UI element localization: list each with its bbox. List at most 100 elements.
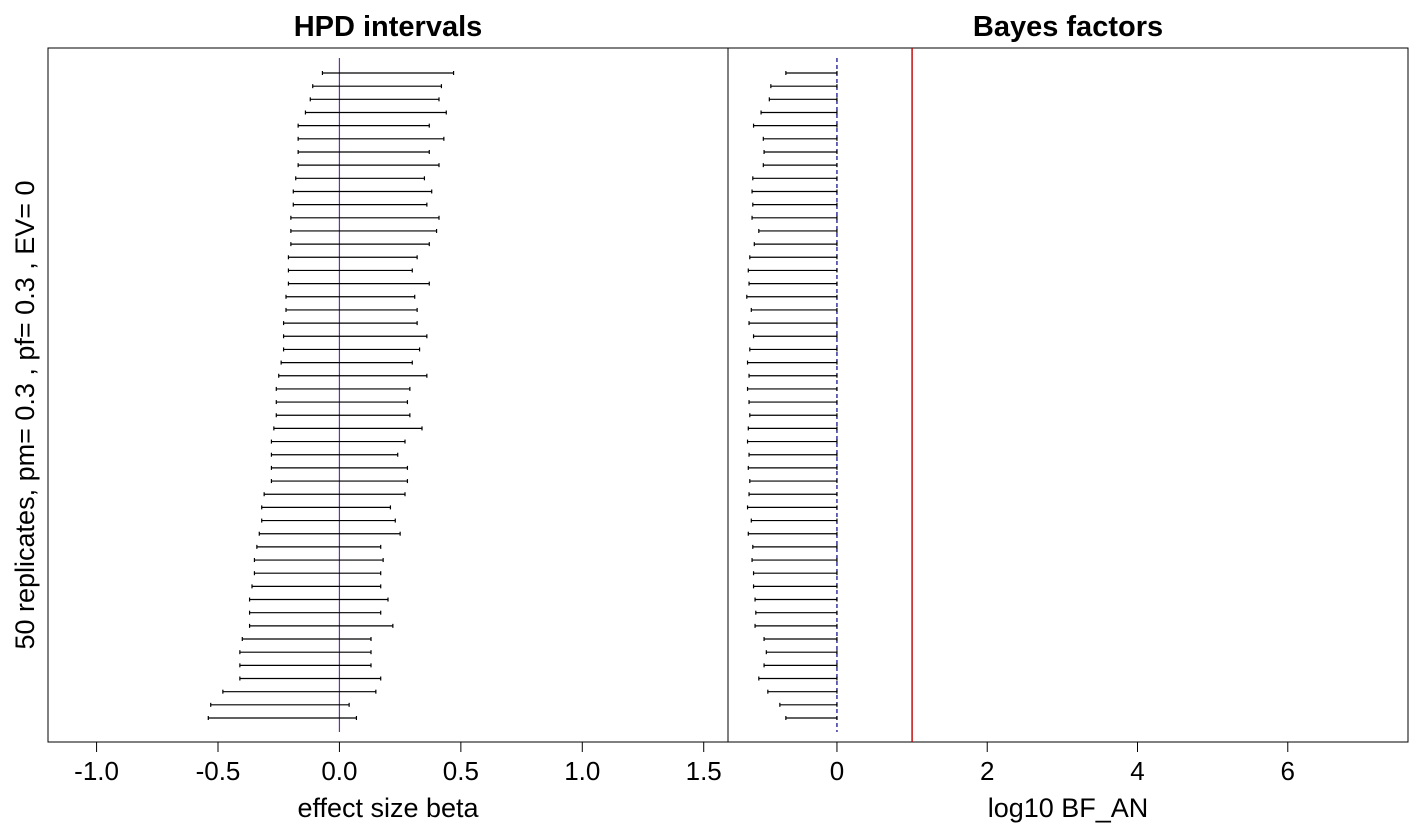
- interval-5: [297, 123, 430, 128]
- interval-28: [273, 426, 423, 431]
- interval-48: [222, 689, 377, 694]
- interval-43: [754, 623, 838, 628]
- interval-33: [748, 492, 838, 497]
- interval-4: [304, 110, 447, 115]
- interval-30: [270, 452, 399, 457]
- interval-47: [239, 676, 382, 681]
- interval-30: [748, 452, 838, 457]
- interval-29: [746, 439, 838, 444]
- x-axis-label: log10 BF_AN: [988, 793, 1149, 823]
- interval-24: [748, 373, 838, 378]
- x-tick-label: 0.0: [321, 756, 357, 786]
- interval-14: [753, 242, 838, 247]
- interval-25: [275, 386, 411, 391]
- interval-19: [750, 307, 838, 312]
- x-axis-label: effect size beta: [297, 793, 479, 823]
- interval-23: [746, 360, 838, 365]
- interval-27: [749, 413, 838, 418]
- interval-9: [295, 176, 426, 181]
- interval-41: [754, 597, 838, 602]
- interval-16: [747, 268, 838, 273]
- interval-2: [770, 84, 838, 89]
- x-tick-label: 1.5: [686, 756, 722, 786]
- interval-16: [287, 268, 413, 273]
- interval-49: [779, 702, 838, 707]
- interval-11: [752, 202, 838, 207]
- interval-9: [752, 176, 838, 181]
- interval-15: [749, 255, 838, 260]
- interval-22: [749, 347, 838, 352]
- interval-35: [261, 518, 396, 523]
- interval-40: [251, 584, 382, 589]
- interval-37: [752, 544, 838, 549]
- interval-33: [263, 492, 406, 497]
- interval-36: [258, 531, 401, 536]
- interval-45: [765, 650, 838, 655]
- panel-title: Bayes factors: [973, 11, 1163, 43]
- interval-32: [270, 479, 409, 484]
- interval-5: [752, 123, 838, 128]
- interval-47: [758, 676, 838, 681]
- interval-49: [210, 702, 350, 707]
- interval-29: [270, 439, 406, 444]
- interval-13: [758, 228, 838, 233]
- interval-38: [253, 558, 384, 563]
- interval-43: [248, 623, 394, 628]
- interval-7: [763, 149, 838, 154]
- interval-39: [752, 571, 838, 576]
- interval-18: [746, 294, 838, 299]
- interval-8: [762, 163, 838, 168]
- interval-10: [751, 189, 838, 194]
- interval-23: [280, 360, 413, 365]
- interval-24: [278, 373, 428, 378]
- interval-17: [287, 281, 430, 286]
- interval-22: [282, 347, 421, 352]
- x-tick-label: 4: [1130, 756, 1144, 786]
- x-tick-label: 2: [980, 756, 994, 786]
- interval-13: [290, 228, 438, 233]
- interval-8: [297, 163, 440, 168]
- interval-1: [321, 71, 455, 75]
- panel-1: HPD intervals -1.0 -0.5 0.0 0.5 1.0 1.5 effect …: [47, 11, 729, 823]
- interval-7: [297, 149, 430, 154]
- interval-14: [290, 242, 430, 247]
- interval-3: [768, 97, 838, 102]
- interval-41: [248, 597, 389, 602]
- interval-34: [261, 505, 392, 510]
- interval-6: [762, 136, 838, 141]
- interval-39: [253, 571, 382, 576]
- interval-31: [270, 465, 409, 470]
- panel-2: Bayes factors 0 2 4 6 log10 BF_AN: [727, 11, 1409, 823]
- interval-45: [239, 650, 372, 655]
- x-tick-label: 0.5: [443, 756, 479, 786]
- interval-50: [785, 716, 838, 720]
- interval-46: [239, 663, 372, 668]
- interval-44: [763, 637, 838, 642]
- x-tick-label: -0.5: [196, 756, 241, 786]
- x-tick-label: 0: [830, 756, 844, 786]
- interval-15: [287, 255, 418, 260]
- x-tick-label: 6: [1281, 756, 1295, 786]
- interval-25: [746, 386, 838, 391]
- y-axis-label: 50 replicates, pm= 0.3 , pf= 0.3 , EV= 0: [10, 180, 40, 649]
- x-tick-label: 1.0: [564, 756, 600, 786]
- interval-17: [748, 281, 838, 286]
- interval-26: [275, 400, 409, 405]
- interval-27: [275, 413, 411, 418]
- interval-50: [207, 716, 358, 720]
- interval-21: [752, 334, 838, 339]
- panel-frame: [727, 47, 1409, 743]
- x-tick-label: -1.0: [74, 756, 119, 786]
- interval-48: [767, 689, 838, 694]
- interval-20: [748, 321, 838, 326]
- interval-35: [750, 518, 838, 523]
- interval-34: [746, 505, 838, 510]
- interval-20: [282, 321, 418, 326]
- interval-12: [290, 215, 440, 220]
- interval-46: [763, 663, 838, 668]
- panel-title: HPD intervals: [294, 11, 483, 43]
- interval-4: [760, 110, 838, 115]
- interval-42: [248, 610, 382, 615]
- interval-18: [285, 294, 416, 299]
